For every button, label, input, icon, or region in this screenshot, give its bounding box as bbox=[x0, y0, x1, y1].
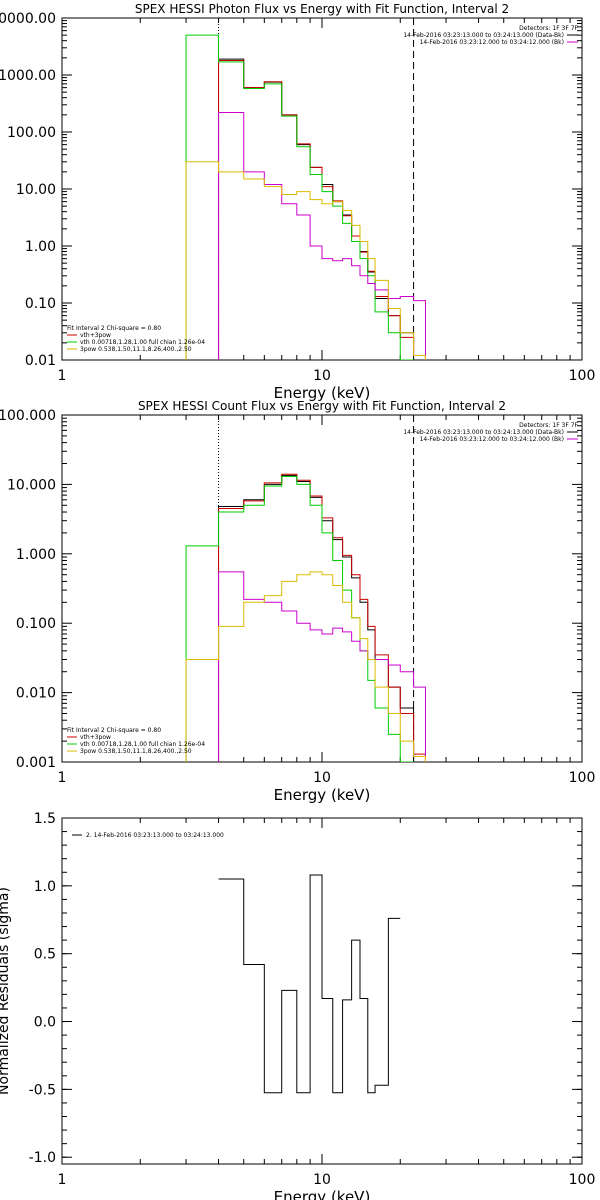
legend-fit-entry: 3pow 0.538,1.50,11.1,8.26,400.,2.50 bbox=[80, 346, 192, 353]
chart-3: 1 10 100 -1.0 -0.5 0.0 0.5 1.0 1.5 Energy (keV) No… bbox=[0, 811, 595, 1200]
y-tick-label: 10000.00 bbox=[0, 11, 56, 27]
y-tick-label: -1.0 bbox=[29, 1150, 56, 1166]
x-tick-label: 100 bbox=[569, 770, 596, 786]
legend-fit-entry: vth+3pow bbox=[80, 734, 111, 741]
series-4-histogram bbox=[218, 571, 426, 762]
plot-frame bbox=[61, 414, 583, 763]
y-tick-label: 1.0 bbox=[34, 879, 56, 895]
x-tick-label: 10 bbox=[313, 770, 331, 786]
legend-top-right-entry: 14-Feb-2016 03:23:13.000 to 03:24:13.000… bbox=[403, 429, 564, 436]
y-tick-label: 100.000 bbox=[0, 408, 56, 424]
x-axis-label: Energy (keV) bbox=[274, 786, 371, 804]
chart-1: 1 10 100 0.01 0.10 1.00 10.00 100.00 1000.00 1000… bbox=[0, 2, 595, 402]
series-5-histogram bbox=[185, 161, 426, 360]
series-3-histogram bbox=[185, 34, 415, 360]
data-series-group bbox=[218, 874, 401, 1094]
x-tick-label: 1 bbox=[58, 1172, 67, 1188]
y-tick-label: 0.100 bbox=[16, 616, 56, 632]
x-tick-label: 1 bbox=[58, 368, 67, 384]
data-series-group bbox=[185, 34, 426, 360]
x-tick-label: 100 bbox=[569, 368, 596, 384]
legend-fit-title: Fit Interval 2 Chi-square = 0.80 bbox=[67, 727, 161, 734]
legend-top-right-entry: Detectors: 1F 3F 7F bbox=[519, 25, 578, 32]
series-3-histogram bbox=[185, 475, 415, 762]
legend-fit-entry: vth 0.00718,1.28,1.00 full chian 1.26e-0… bbox=[80, 339, 205, 346]
y-tick-label: 0.001 bbox=[16, 755, 56, 771]
y-tick-label: 10.00 bbox=[16, 182, 56, 198]
chart-title: SPEX HESSI Photon Flux vs Energy with Fi… bbox=[135, 2, 509, 16]
series-1-histogram bbox=[218, 474, 415, 762]
series-2-histogram bbox=[218, 59, 426, 360]
chart-2: 1 10 100 0.001 0.010 0.100 1.000 10.000 100.000 S… bbox=[0, 399, 595, 804]
legend-fit-entry: vth 0.00718,1.28,1.00 full chian 1.26e-0… bbox=[80, 741, 205, 748]
y-tick-label: 10.000 bbox=[7, 477, 56, 493]
y-tick-label: 1.00 bbox=[25, 239, 56, 255]
series-1-histogram bbox=[218, 58, 415, 360]
y-tick-label: 1.5 bbox=[34, 811, 56, 827]
y-tick-label: 1000.00 bbox=[0, 68, 56, 84]
series-5-histogram bbox=[185, 571, 426, 762]
y-tick-label: 0.01 bbox=[25, 353, 56, 369]
x-axis-label: Energy (keV) bbox=[274, 1188, 371, 1200]
x-tick-label: 10 bbox=[313, 1172, 331, 1188]
chart-title: SPEX HESSI Count Flux vs Energy with Fit… bbox=[138, 399, 506, 413]
legend-fit-entry: vth+3pow bbox=[80, 332, 111, 339]
y-tick-label: -0.5 bbox=[29, 1082, 56, 1098]
x-tick-label: 1 bbox=[58, 770, 67, 786]
x-tick-label: 100 bbox=[569, 1172, 596, 1188]
legend-top-right-entry: 14-Feb-2016 03:23:12.000 to 03:24:12.000… bbox=[420, 39, 564, 46]
y-tick-label: 0.0 bbox=[34, 1015, 56, 1031]
x-axis-label: Energy (keV) bbox=[274, 384, 371, 402]
legend-top-right-entry: Detectors: 1F 3F 7F bbox=[519, 422, 578, 429]
y-tick-label: 1.000 bbox=[16, 547, 56, 563]
legend-fit-title: Fit Interval 2 Chi-square = 0.80 bbox=[67, 325, 161, 332]
legend-top-right-entry: 14-Feb-2016 03:23:12.000 to 03:24:12.000… bbox=[420, 436, 564, 443]
legend-fit-entry: 3pow 0.538,1.50,11.1,8.26,400.,2.50 bbox=[80, 748, 192, 755]
series-4-histogram bbox=[218, 111, 426, 360]
series-1-histogram bbox=[218, 874, 401, 1094]
y-tick-label: 0.10 bbox=[25, 296, 56, 312]
legend-entry: 2. 14-Feb-2016 03:23:13.000 to 03:24:13.… bbox=[86, 832, 224, 839]
data-series-group bbox=[185, 473, 426, 762]
y-tick-label: 100.00 bbox=[7, 125, 56, 141]
legend-top-right-entry: 14-Feb-2016 03:23:13.000 to 03:24:13.000… bbox=[403, 32, 564, 39]
x-tick-label: 10 bbox=[313, 368, 331, 384]
y-tick-label: 0.010 bbox=[16, 686, 56, 702]
y-axis-label: Normalized Residuals (sigma) bbox=[0, 887, 12, 1095]
series-2-histogram bbox=[218, 473, 426, 762]
y-tick-label: 0.5 bbox=[34, 947, 56, 963]
